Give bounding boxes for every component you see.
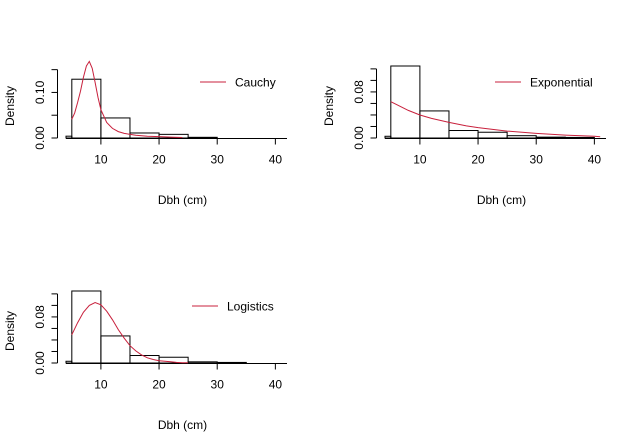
x-tick-label: 40 bbox=[269, 378, 283, 392]
x-axis-title: Dbh (cm) bbox=[158, 193, 207, 207]
histogram-bar bbox=[100, 117, 131, 139]
panel-cauchy: 10 20 30 40 0.00 0.10 Dbh (cm) Density Cauchy bbox=[3, 60, 287, 207]
y-axis-title: Density bbox=[3, 86, 17, 126]
x-tick-label: 40 bbox=[269, 153, 283, 167]
y-tick-label: 0.00 bbox=[33, 351, 47, 375]
histogram-bar bbox=[477, 131, 508, 139]
legend-label: Logistics bbox=[227, 300, 274, 314]
x-tick-label: 20 bbox=[152, 153, 166, 167]
y-axis-title: Density bbox=[3, 311, 17, 351]
histogram-bar bbox=[384, 135, 392, 139]
histogram-bar bbox=[187, 361, 218, 364]
x-tick-label: 30 bbox=[530, 153, 544, 167]
x-tick-label: 30 bbox=[211, 153, 225, 167]
x-tick-label: 10 bbox=[413, 153, 427, 167]
histogram-bar bbox=[506, 135, 537, 139]
histogram-bar bbox=[448, 130, 479, 139]
legend-label: Exponential bbox=[530, 76, 593, 90]
y-tick-label: 0.08 bbox=[352, 80, 366, 104]
density-curve bbox=[71, 60, 183, 138]
histogram-bar bbox=[419, 110, 450, 139]
histogram-bar bbox=[71, 290, 102, 364]
y-tick-label: 0.00 bbox=[352, 126, 366, 150]
histogram-bar bbox=[216, 361, 247, 364]
panel-exponential: 10 20 30 40 0.00 0.08 Dbh (cm) Density Exponenti… bbox=[322, 65, 606, 207]
legend-label: Cauchy bbox=[235, 76, 276, 90]
density-curve bbox=[71, 301, 189, 364]
x-tick-label: 20 bbox=[471, 153, 485, 167]
histogram-bar bbox=[564, 136, 595, 139]
panel-logistics: 10 20 30 40 0.00 0.08 Dbh (cm) Density Logistics bbox=[3, 290, 287, 432]
y-tick-label: 0.08 bbox=[33, 305, 47, 329]
x-axis-title: Dbh (cm) bbox=[158, 418, 207, 432]
histogram-bar bbox=[65, 360, 73, 364]
histogram-bar bbox=[390, 65, 421, 139]
y-tick-label: 0.00 bbox=[33, 126, 47, 150]
x-axis-title: Dbh (cm) bbox=[477, 193, 526, 207]
y-axis-title: Density bbox=[322, 86, 336, 126]
density-curve bbox=[390, 101, 601, 138]
x-tick-label: 10 bbox=[94, 378, 108, 392]
histogram-bar bbox=[187, 136, 218, 139]
x-tick-label: 20 bbox=[152, 378, 166, 392]
x-tick-label: 40 bbox=[588, 153, 602, 167]
histogram-bar bbox=[535, 136, 566, 139]
y-tick-label: 0.10 bbox=[33, 80, 47, 104]
x-tick-label: 10 bbox=[94, 153, 108, 167]
histogram-bar bbox=[65, 135, 73, 139]
x-tick-label: 30 bbox=[211, 378, 225, 392]
